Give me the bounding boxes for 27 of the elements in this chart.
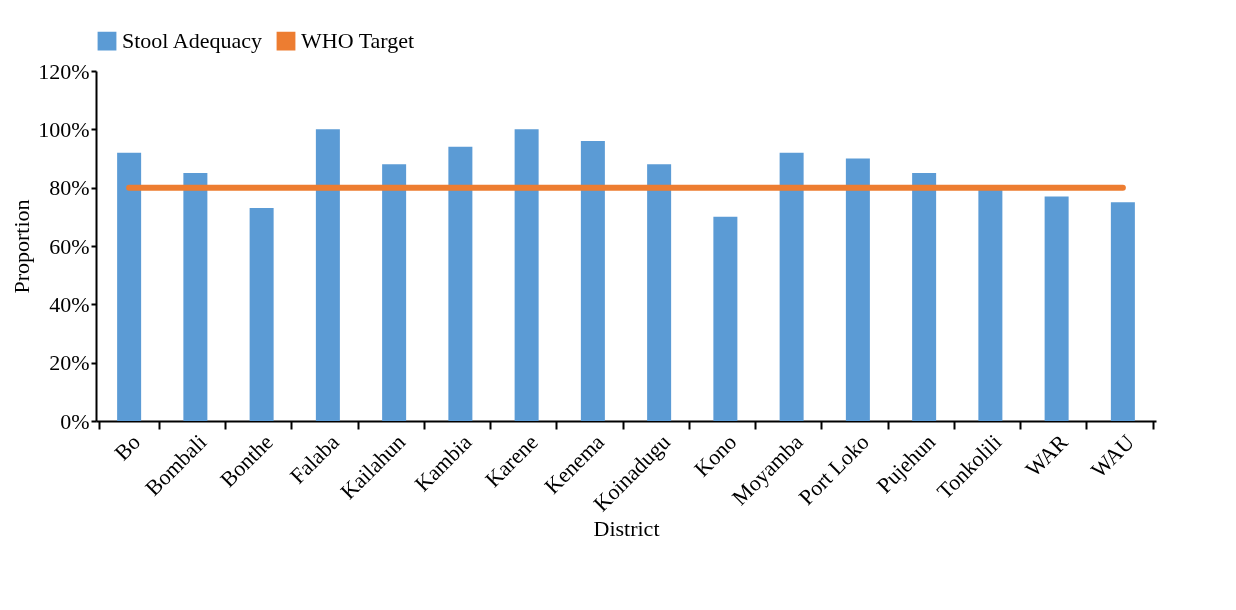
- bar: [183, 173, 208, 421]
- y-tick-label: 80%: [49, 175, 90, 201]
- bar: [713, 216, 738, 421]
- x-tick-label: Bo: [109, 429, 146, 466]
- y-tick-label: 40%: [49, 291, 90, 317]
- bar: [1110, 202, 1135, 421]
- bar: [249, 208, 274, 421]
- bar: [647, 164, 672, 421]
- legend-label: WHO Target: [301, 28, 415, 54]
- bar: [382, 164, 407, 421]
- bar: [845, 158, 870, 421]
- bar: [514, 129, 539, 421]
- y-tick-label: 120%: [38, 58, 90, 84]
- bar: [779, 152, 804, 421]
- bar: [448, 146, 473, 421]
- bar: [580, 141, 605, 421]
- y-tick-label: 100%: [38, 116, 90, 142]
- y-tick-label: 20%: [49, 350, 90, 376]
- bar: [1044, 196, 1069, 421]
- y-axis-title: Proportion: [9, 199, 35, 294]
- y-tick-label: 0%: [60, 408, 90, 434]
- bar: [912, 173, 937, 421]
- bar: [117, 152, 142, 421]
- legend-label: Stool Adequacy: [122, 28, 262, 54]
- bar: [315, 129, 340, 421]
- y-tick-label: 60%: [49, 233, 90, 259]
- x-axis-title: District: [593, 516, 660, 542]
